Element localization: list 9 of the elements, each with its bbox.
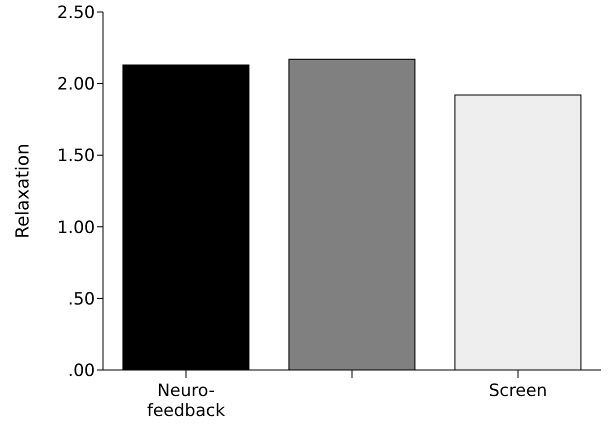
y-tick-label: 1.00 — [57, 218, 95, 238]
y-tick-label: .50 — [68, 289, 95, 310]
y-tick-label: 2.00 — [57, 74, 95, 95]
y-tick-label: .00 — [68, 361, 95, 382]
y-axis-title: Relaxation — [12, 144, 34, 238]
y-tick-label: 1.50 — [57, 146, 95, 166]
x-tick-label: Screen — [488, 381, 548, 401]
x-tick-label: Neuro-feedback — [146, 381, 226, 421]
y-tick-label: 2.50 — [57, 3, 95, 24]
